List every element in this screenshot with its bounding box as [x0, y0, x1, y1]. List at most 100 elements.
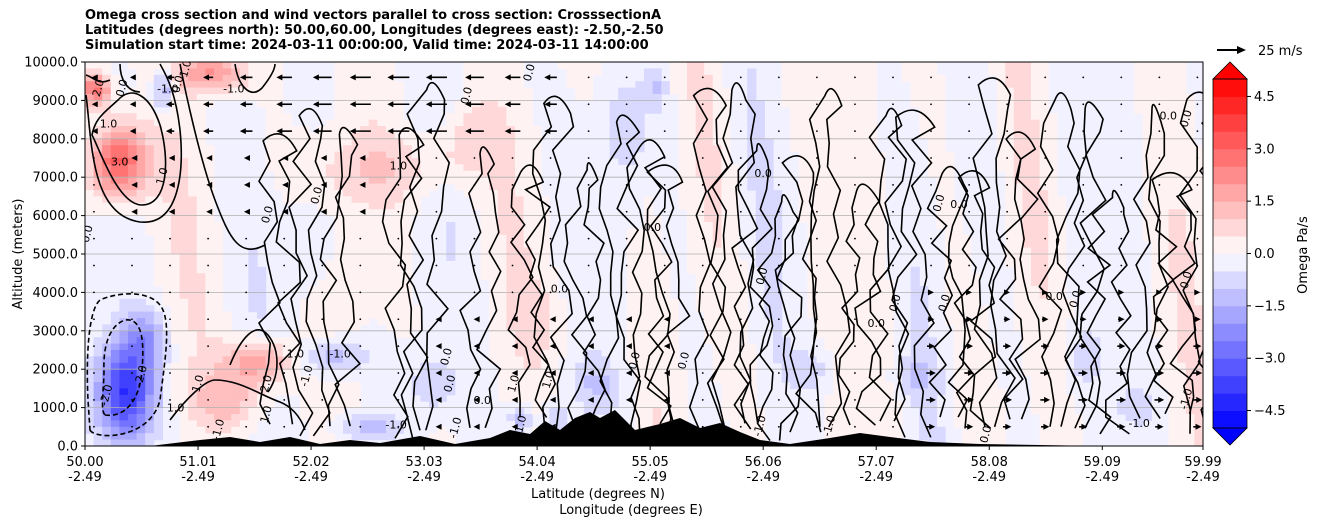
omega-cell [764, 209, 774, 217]
omega-cell [919, 132, 929, 140]
omega-cell [162, 151, 172, 159]
omega-cell [626, 113, 636, 121]
omega-cell [523, 228, 533, 236]
omega-cell [652, 324, 662, 332]
omega-cell [1168, 145, 1178, 153]
omega-cell [1177, 362, 1187, 370]
omega-cell [136, 138, 146, 146]
omega-cell [248, 286, 258, 293]
omega-cell [368, 126, 378, 133]
omega-cell [368, 305, 378, 313]
omega-cell [970, 362, 980, 370]
omega-cell [325, 433, 335, 441]
omega-cell [102, 158, 112, 165]
omega-cell [833, 100, 843, 108]
omega-cell [145, 439, 155, 446]
omega-cell [850, 375, 860, 383]
omega-cell [300, 324, 310, 332]
omega-cell [712, 164, 722, 172]
omega-cell [824, 273, 834, 281]
omega-cell [859, 279, 869, 287]
wind-vector-head [549, 370, 556, 377]
omega-cell [927, 94, 937, 101]
omega-cell [497, 241, 507, 249]
omega-cell [377, 158, 387, 165]
wind-vector [511, 291, 514, 294]
omega-cell [1005, 177, 1015, 185]
wind-vector [892, 372, 894, 374]
omega-cell [171, 241, 181, 249]
omega-cell [747, 164, 757, 172]
omega-cell [317, 426, 327, 434]
omega-cell [85, 113, 95, 121]
omega-cell [910, 94, 920, 101]
omega-cell [523, 145, 533, 153]
omega-cell [979, 433, 989, 441]
wind-vector [549, 157, 552, 159]
omega-cell [867, 196, 877, 204]
omega-cell [1048, 228, 1058, 236]
omega-cell [764, 266, 774, 274]
omega-cell [721, 330, 731, 338]
omega-cell [1194, 388, 1203, 396]
omega-cell [1039, 132, 1049, 140]
omega-cell [171, 362, 181, 370]
omega-cell [368, 228, 378, 236]
omega-cell [669, 407, 679, 415]
omega-cell [626, 273, 636, 281]
omega-cell [308, 292, 318, 300]
omega-cell [902, 362, 912, 370]
omega-cell [463, 183, 473, 191]
omega-cell [1013, 202, 1023, 210]
omega-cell [833, 158, 843, 165]
omega-cell [153, 362, 163, 370]
omega-cell [755, 100, 765, 108]
omega-cell [1031, 119, 1041, 127]
wind-vector-head [387, 128, 394, 135]
omega-cell [996, 113, 1006, 121]
omega-cell [334, 247, 344, 255]
omega-cell [506, 62, 516, 69]
omega-cell [833, 87, 843, 95]
omega-cell [523, 94, 533, 101]
omega-cell [919, 318, 929, 325]
wind-vector [930, 157, 932, 159]
omega-cell [807, 170, 817, 178]
wind-vector-head [243, 155, 250, 161]
omega-cell [790, 350, 800, 357]
omega-cell [773, 330, 783, 338]
omega-cell [93, 362, 103, 370]
omega-cell [841, 420, 851, 428]
omega-cell [523, 350, 533, 357]
omega-cell [214, 94, 224, 101]
omega-cell [755, 420, 765, 428]
omega-cell [1177, 68, 1187, 76]
omega-cell [334, 183, 344, 191]
omega-cell [635, 356, 645, 364]
omega-cell [325, 266, 335, 274]
omega-cell [807, 311, 817, 319]
omega-cell [291, 170, 301, 178]
omega-cell [523, 241, 533, 249]
omega-cell [1031, 305, 1041, 313]
omega-cell [343, 426, 353, 434]
omega-cell [755, 132, 765, 140]
omega-cell [1160, 68, 1170, 76]
omega-cell [1185, 439, 1195, 446]
omega-cell [128, 126, 138, 133]
wind-vector [549, 237, 552, 240]
omega-cell [755, 228, 765, 236]
omega-cell [179, 356, 189, 364]
omega-cell [859, 215, 869, 223]
omega-cell [472, 170, 482, 178]
omega-cell [876, 247, 886, 255]
omega-cell [119, 113, 129, 121]
omega-cell [755, 151, 765, 159]
omega-cell [291, 330, 301, 338]
omega-cell [1039, 388, 1049, 396]
omega-cell [1151, 62, 1161, 69]
omega-cell [205, 388, 215, 396]
omega-cell [532, 164, 542, 172]
omega-cell [1177, 279, 1187, 287]
wind-vector [663, 291, 666, 294]
